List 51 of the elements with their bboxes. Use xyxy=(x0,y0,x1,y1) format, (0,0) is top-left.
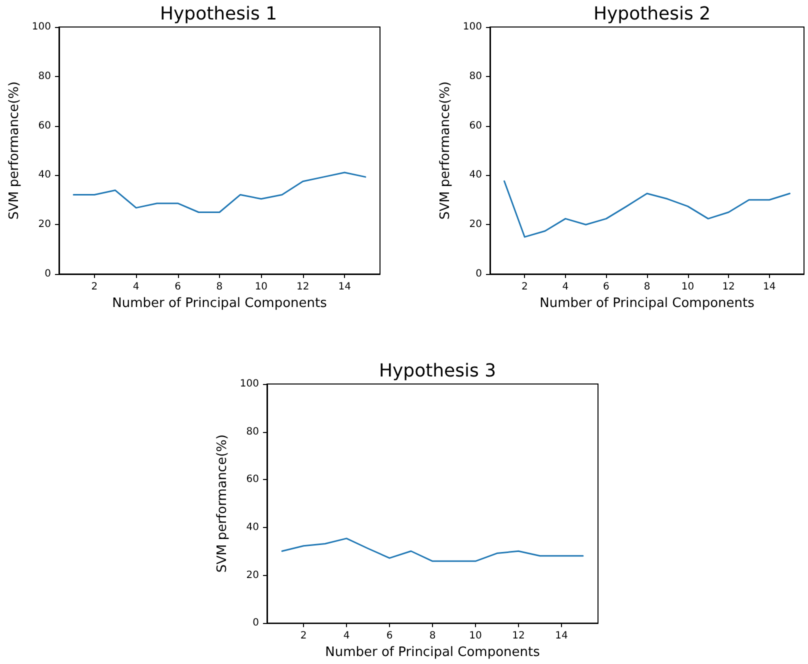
x-tick-label: 14 xyxy=(555,630,568,642)
x-tick-label: 2 xyxy=(300,630,307,642)
x-tick-label: 6 xyxy=(174,282,181,292)
y-tick-label: 20 xyxy=(469,219,482,230)
x-tick-label: 12 xyxy=(512,630,525,642)
x-tick-label: 14 xyxy=(762,282,776,292)
y-tick-label: 20 xyxy=(38,219,51,230)
chart-title: Hypothesis 1 xyxy=(160,4,278,24)
x-axis-title: Number of Principal Components xyxy=(112,296,328,311)
x-tick-label: 12 xyxy=(722,282,735,292)
x-tick-label: 4 xyxy=(343,630,350,642)
y-axis-title: SVM performance(%) xyxy=(438,81,454,220)
y-tick-label: 100 xyxy=(32,22,51,32)
x-tick-label: 6 xyxy=(603,282,610,292)
y-tick-label: 40 xyxy=(246,522,259,533)
x-tick-label: 10 xyxy=(469,630,482,642)
y-tick-label: 0 xyxy=(44,268,51,280)
x-tick-label: 12 xyxy=(296,282,310,292)
y-tick-label: 60 xyxy=(246,474,259,486)
x-tick-label: 10 xyxy=(681,282,694,292)
x-tick-label: 8 xyxy=(429,630,436,642)
y-tick-label: 80 xyxy=(469,70,482,82)
x-tick-label: 14 xyxy=(338,282,351,292)
line-series xyxy=(281,538,584,562)
y-axis-title: SVM performance(%) xyxy=(215,434,230,573)
y-tick-label: 100 xyxy=(240,378,259,390)
x-tick-label: 8 xyxy=(216,282,223,292)
y-tick-label: 40 xyxy=(38,170,51,181)
x-tick-label: 8 xyxy=(644,282,650,292)
x-tick-label: 4 xyxy=(132,282,140,292)
y-tick-label: 20 xyxy=(246,570,259,581)
x-tick-label: 10 xyxy=(254,282,268,292)
chart-title: Hypothesis 2 xyxy=(593,4,711,24)
y-tick-label: 80 xyxy=(38,70,51,82)
x-tick-label: 6 xyxy=(386,630,393,642)
y-tick-label: 0 xyxy=(252,618,259,629)
y-axis-title: SVM performance(%) xyxy=(7,81,22,220)
chart-title: Hypothesis 3 xyxy=(378,360,496,382)
x-axis-title: Number of Principal Components xyxy=(540,296,755,311)
x-tick-label: 2 xyxy=(91,282,98,292)
y-tick-label: 100 xyxy=(462,22,482,32)
y-tick-label: 60 xyxy=(38,120,51,132)
y-tick-label: 40 xyxy=(469,170,482,181)
y-tick-label: 60 xyxy=(469,120,482,132)
line-series xyxy=(72,172,366,213)
x-tick-label: 4 xyxy=(562,282,569,292)
x-axis-title: Number of Principal Components xyxy=(325,645,540,660)
y-tick-label: 0 xyxy=(476,268,482,280)
x-tick-label: 2 xyxy=(521,282,528,292)
y-tick-label: 80 xyxy=(246,426,259,438)
line-series xyxy=(504,180,790,238)
